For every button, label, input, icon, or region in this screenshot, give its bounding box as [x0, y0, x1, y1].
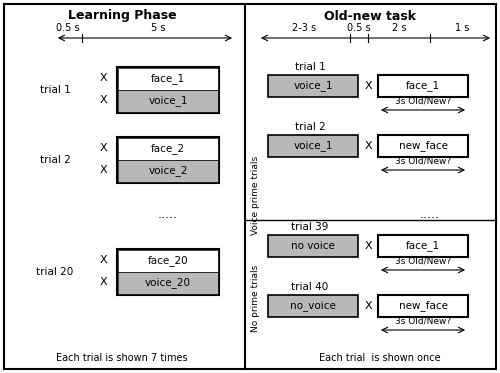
- Text: trial 1: trial 1: [40, 85, 70, 95]
- Text: 2-3 s: 2-3 s: [292, 23, 316, 33]
- Bar: [117, 137, 219, 183]
- Bar: [117, 249, 219, 295]
- Text: .....: .....: [420, 209, 440, 222]
- Text: X: X: [364, 301, 372, 311]
- Text: voice_20: voice_20: [145, 278, 191, 288]
- Bar: [118, 250, 218, 272]
- Text: Learning Phase: Learning Phase: [68, 9, 176, 22]
- Text: trial 2: trial 2: [294, 122, 326, 132]
- Text: face_20: face_20: [148, 256, 188, 266]
- Bar: [378, 235, 468, 257]
- Bar: [118, 272, 218, 294]
- Text: Old-new task: Old-new task: [324, 9, 416, 22]
- Text: X: X: [99, 277, 107, 287]
- Text: trial 20: trial 20: [36, 267, 74, 277]
- Text: face_1: face_1: [406, 241, 440, 251]
- Bar: [118, 90, 218, 112]
- Text: X: X: [364, 241, 372, 251]
- Text: voice_1: voice_1: [148, 95, 188, 106]
- Text: 1 s: 1 s: [455, 23, 469, 33]
- Text: voice_1: voice_1: [293, 81, 333, 91]
- Text: No prime trials: No prime trials: [251, 264, 260, 332]
- Bar: [118, 160, 218, 182]
- Text: X: X: [99, 95, 107, 105]
- Text: trial 2: trial 2: [40, 155, 70, 165]
- Text: trial 39: trial 39: [292, 222, 329, 232]
- Text: X: X: [99, 143, 107, 153]
- Text: new_face: new_face: [398, 141, 448, 151]
- Text: 3s Old/New?: 3s Old/New?: [395, 257, 451, 266]
- Text: 5 s: 5 s: [151, 23, 165, 33]
- Bar: [268, 135, 358, 157]
- Text: 3s Old/New?: 3s Old/New?: [395, 157, 451, 166]
- Text: face_1: face_1: [151, 73, 185, 84]
- Bar: [378, 135, 468, 157]
- Bar: [378, 295, 468, 317]
- Text: 3s Old/New?: 3s Old/New?: [395, 97, 451, 106]
- Text: Each trial is shown 7 times: Each trial is shown 7 times: [56, 353, 188, 363]
- Text: .....: .....: [158, 209, 178, 222]
- Text: Voice prime trials: Voice prime trials: [251, 156, 260, 235]
- Text: face_1: face_1: [406, 81, 440, 91]
- Text: X: X: [99, 255, 107, 265]
- Text: X: X: [364, 81, 372, 91]
- Bar: [268, 75, 358, 97]
- Text: no voice: no voice: [291, 241, 335, 251]
- Text: voice_1: voice_1: [293, 141, 333, 151]
- Bar: [118, 68, 218, 90]
- Text: new_face: new_face: [398, 301, 448, 311]
- Bar: [118, 138, 218, 160]
- Text: Each trial  is shown once: Each trial is shown once: [319, 353, 441, 363]
- Text: trial 1: trial 1: [294, 62, 326, 72]
- Text: no_voice: no_voice: [290, 301, 336, 311]
- Text: X: X: [99, 73, 107, 83]
- Text: trial 40: trial 40: [292, 282, 329, 292]
- Text: face_2: face_2: [151, 144, 185, 154]
- Text: 0.5 s: 0.5 s: [56, 23, 80, 33]
- Text: X: X: [99, 165, 107, 175]
- Bar: [378, 75, 468, 97]
- Text: 2 s: 2 s: [392, 23, 406, 33]
- Bar: [268, 295, 358, 317]
- Text: X: X: [364, 141, 372, 151]
- Text: voice_2: voice_2: [148, 166, 188, 176]
- Text: 3s Old/New?: 3s Old/New?: [395, 317, 451, 326]
- Text: 0.5 s: 0.5 s: [347, 23, 371, 33]
- Bar: [117, 67, 219, 113]
- Bar: [268, 235, 358, 257]
